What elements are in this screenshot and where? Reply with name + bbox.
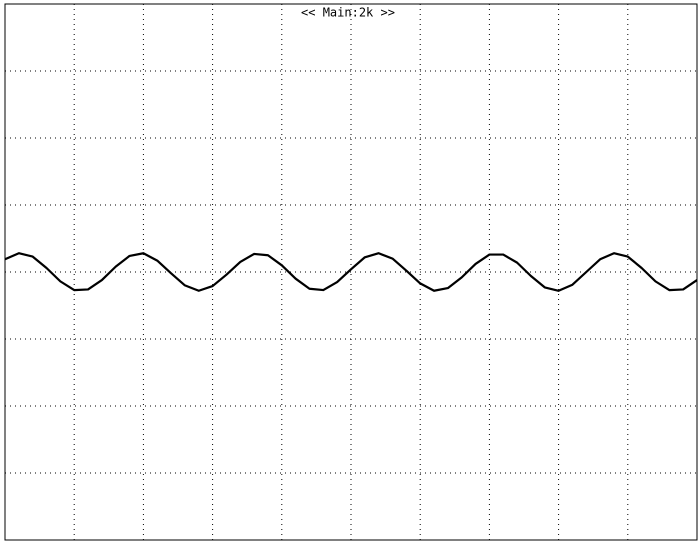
waveform — [4, 252, 698, 292]
plot-frame — [4, 3, 698, 541]
chart-title: << Main:2k >> — [301, 6, 395, 20]
